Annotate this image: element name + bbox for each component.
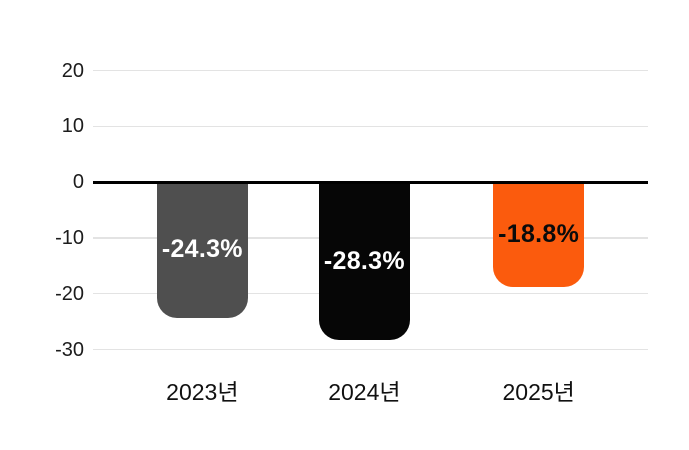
y-axis-tick-label: -10 [55,226,84,249]
y-axis-tick-label: -20 [55,282,84,305]
y-axis-tick-label: 10 [61,115,84,138]
gridline [93,125,648,128]
bar-value-label: -28.3% [323,246,405,275]
bar-value-label: -18.8% [498,220,580,249]
x-axis-category-label: 2024년 [328,378,401,405]
x-axis-category-label: 2023년 [166,378,239,405]
bar: -28.3% [318,182,410,340]
gridline [93,348,648,351]
bar: -18.8% [493,182,585,287]
y-axis-tick-label: 0 [72,171,84,194]
bar: -24.3% [156,182,248,318]
y-axis-tick-label: -30 [55,338,84,361]
zero-baseline [93,180,648,184]
y-axis-tick-label: 20 [61,59,84,82]
bar-value-label: -24.3% [161,235,243,264]
gridline [93,69,648,72]
x-axis-category-label: 2025년 [502,378,575,405]
